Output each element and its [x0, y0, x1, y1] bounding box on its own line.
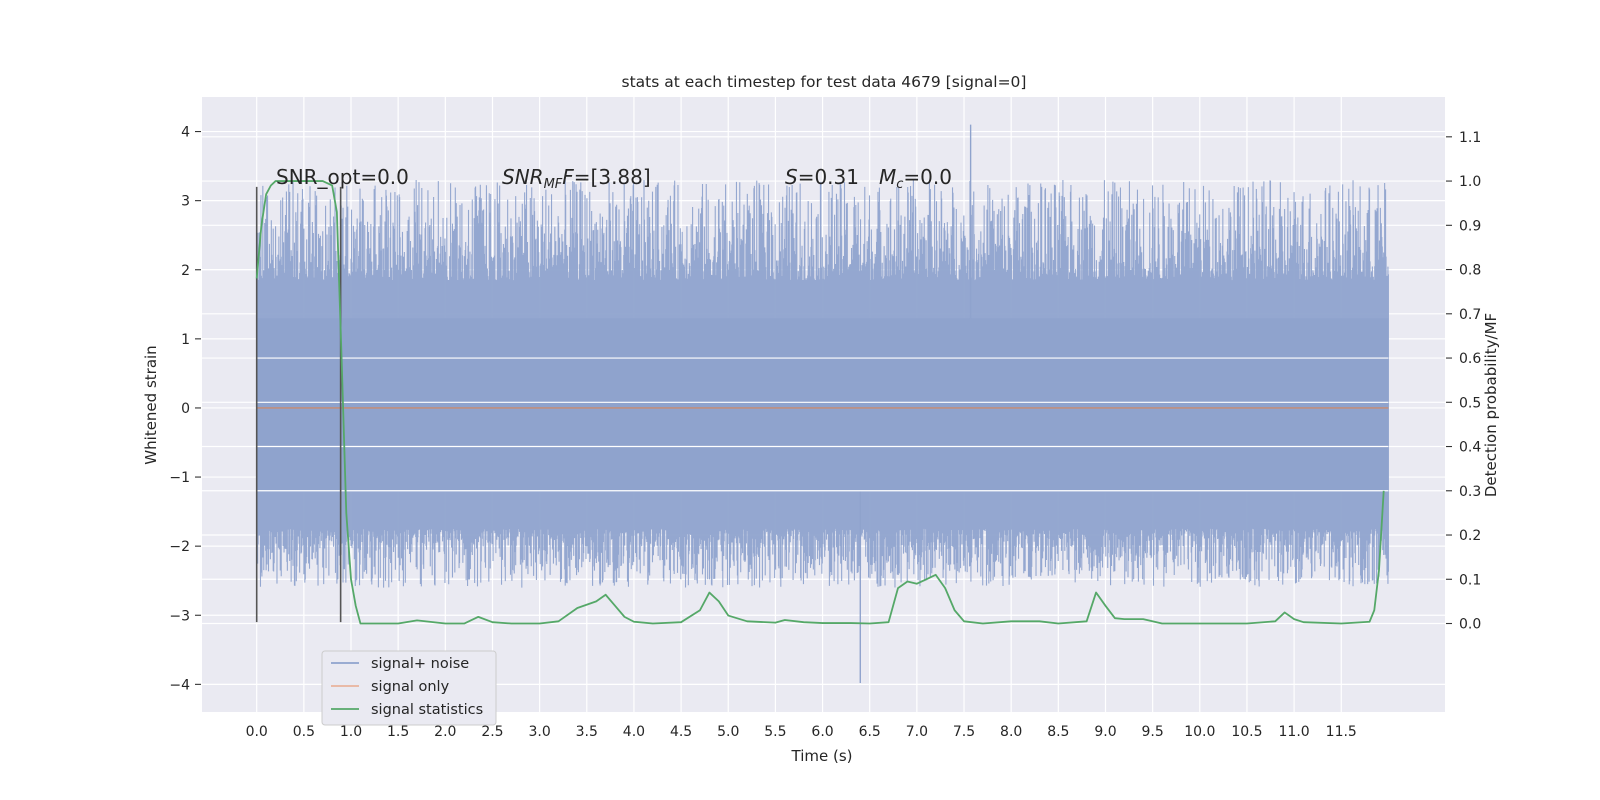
snr-mf-annotation: SNRMFF=[3.88]	[502, 165, 651, 192]
s-value: =0.31	[798, 165, 859, 189]
x-tick-label: 9.5	[1142, 724, 1164, 740]
signal-statistics-series	[255, 180, 1385, 625]
x-tick-label: 2.5	[481, 724, 503, 740]
snr-opt-annotation: SNR_opt=0.0	[276, 165, 409, 189]
y-right-axis-label: Detection probability/MF	[1482, 313, 1500, 497]
y-tick-label: 4	[181, 125, 190, 141]
mc-annotation: Mc=0.0	[879, 165, 952, 192]
x-tick-label: 4.0	[623, 724, 645, 740]
x-tick-label: 1.5	[387, 724, 409, 740]
s-symbol: S	[785, 165, 798, 189]
x-tick-label: 4.5	[670, 724, 692, 740]
y-tick-label: 1	[181, 332, 190, 348]
x-tick-label: 6.0	[811, 724, 833, 740]
vertical-markers	[255, 186, 342, 623]
x-tick-label: 3.5	[576, 724, 598, 740]
y-axis-label: Whitened strain	[142, 345, 160, 464]
y-tick-label: −4	[169, 677, 190, 693]
mc-sub: c	[896, 177, 903, 192]
y-tick-label: −1	[169, 470, 190, 486]
y-tick-label: −3	[169, 608, 190, 624]
snr-mf-main: SNR	[502, 165, 544, 189]
y-right-tick-label: 0.0	[1459, 617, 1481, 633]
y-tick-label: 3	[181, 194, 190, 210]
legend-label-noise: signal+ noise	[371, 656, 469, 672]
x-tick-label: 2.0	[434, 724, 456, 740]
y-right-tick-label: 0.9	[1459, 218, 1481, 234]
noise-dense-band	[256, 318, 1389, 491]
x-tick-label: 8.0	[1000, 724, 1022, 740]
y-right-tick-label: 0.6	[1459, 351, 1481, 367]
snr-mf-value: =[3.88]	[574, 165, 651, 189]
y-right-tick-label: 0.3	[1459, 484, 1481, 500]
x-tick-label: 9.0	[1094, 724, 1116, 740]
y-right-tick-label: 0.1	[1459, 572, 1481, 588]
x-tick-label: 0.0	[246, 724, 268, 740]
y-right-tick-label: 0.2	[1459, 528, 1481, 544]
x-tick-label: 11.0	[1279, 724, 1310, 740]
x-tick-label: 10.5	[1231, 724, 1262, 740]
x-tick-label: 0.5	[293, 724, 315, 740]
x-tick-label: 10.0	[1184, 724, 1215, 740]
y-right-tick-label: 1.0	[1459, 174, 1481, 190]
left-axis: 4 3 2 1 0 −1 −2 −3 −4	[169, 125, 201, 693]
y-right-tick-label: 0.8	[1459, 263, 1481, 279]
y-tick-label: 0	[181, 401, 190, 417]
x-tick-label: 7.5	[953, 724, 975, 740]
x-tick-label: 1.0	[340, 724, 362, 740]
signal-statistics-line	[255, 180, 1385, 625]
s-annotation: S=0.31	[785, 165, 859, 189]
x-tick-label: 5.5	[764, 724, 786, 740]
legend-label-signal: signal only	[371, 679, 450, 695]
y-tick-label: −2	[169, 539, 190, 555]
right-axis: 1.1 1.0 0.9 0.8 0.7 0.6 0.5 0.4 0.3 0.2 0.1 0.0	[1446, 130, 1481, 633]
x-tick-label: 11.5	[1326, 724, 1357, 740]
x-tick-label: 3.0	[528, 724, 550, 740]
x-tick-label: 6.5	[859, 724, 881, 740]
annotations: SNR_opt=0.0 SNRMFF=[3.88] S=0.31 Mc=0.0	[276, 165, 952, 192]
y-tick-label: 2	[181, 263, 190, 279]
mc-value: =0.0	[903, 165, 952, 189]
mc-main: M	[879, 165, 896, 189]
legend: signal+ noise signal only signal statist…	[321, 650, 497, 726]
snr-mf-sub: MF	[544, 177, 563, 192]
chart-title: stats at each timestep for test data 467…	[622, 73, 1027, 91]
legend-box	[321, 650, 497, 726]
x-axis-label: Time (s)	[791, 747, 853, 765]
y-right-tick-label: 0.4	[1459, 440, 1481, 456]
legend-label-stats: signal statistics	[371, 702, 483, 718]
x-tick-label: 8.5	[1047, 724, 1069, 740]
y-right-tick-label: 0.7	[1459, 307, 1481, 323]
y-right-tick-label: 0.5	[1459, 395, 1481, 411]
x-tick-label: 7.0	[906, 724, 928, 740]
x-axis: 0.0 0.5 1.0 1.5 2.0 2.5 3.0 3.5 4.0 4.5 5.0 5.5 6.0 6…	[246, 724, 1357, 740]
noise-series	[256, 124, 1389, 683]
x-tick-label: 5.0	[717, 724, 739, 740]
y-right-tick-label: 1.1	[1459, 130, 1481, 146]
